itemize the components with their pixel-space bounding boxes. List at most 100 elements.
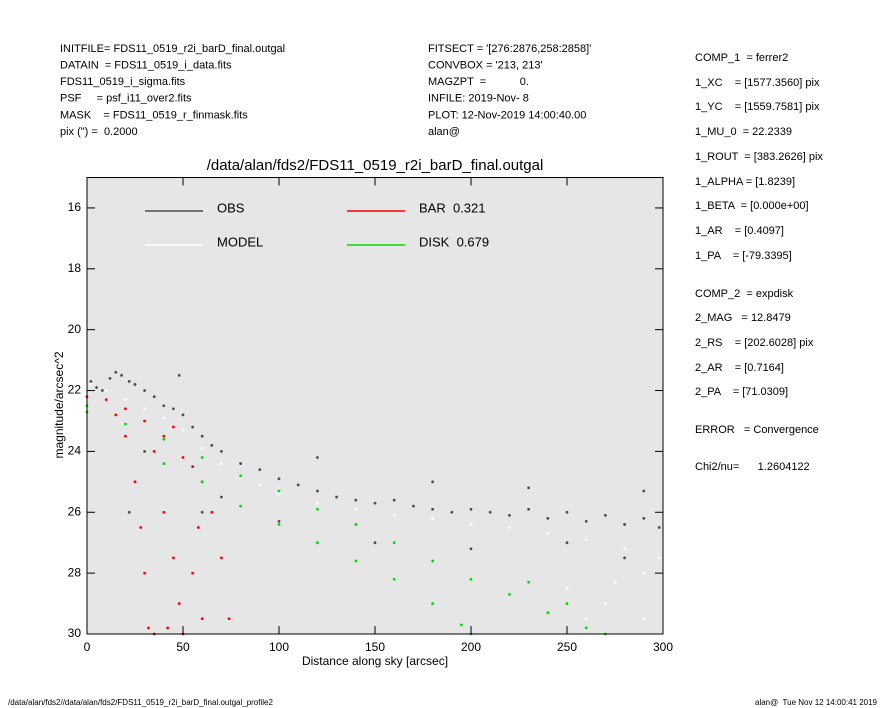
data-point (469, 577, 473, 581)
data-point (120, 373, 123, 377)
data-point (431, 480, 434, 484)
data-point (431, 602, 434, 605)
data-point (191, 571, 195, 575)
data-point (316, 541, 319, 545)
data-point (623, 523, 626, 526)
data-point (162, 404, 166, 408)
x-axis-label: Distance along sky [arcsec] (302, 654, 448, 668)
data-point (210, 510, 214, 514)
y-tick-label: 24 (68, 444, 82, 458)
header-line: FDS11_0519_i_sigma.fits (60, 76, 186, 88)
data-point (450, 510, 454, 514)
data-point (546, 532, 550, 535)
data-point (431, 559, 434, 563)
data-point (200, 446, 204, 450)
y-tick-label: 28 (68, 565, 82, 579)
parameter-line: 1_MU_0 = 22.2339 (695, 126, 792, 138)
data-point (392, 577, 396, 581)
data-point (527, 507, 530, 511)
data-point (227, 617, 231, 621)
data-point (220, 495, 223, 499)
data-point (354, 523, 358, 526)
header-line: PSF = psf_i11_over2.fits (60, 93, 192, 105)
header-line: alan@ (428, 126, 460, 138)
data-point (139, 526, 143, 529)
parameter-line: 2_AR = [0.7164] (695, 362, 784, 374)
data-point (546, 516, 550, 520)
x-tick-label: 150 (365, 640, 385, 654)
data-point (508, 593, 511, 596)
data-point (258, 483, 262, 487)
data-point (584, 538, 588, 542)
x-tick-label: 0 (84, 640, 91, 654)
data-point (316, 501, 319, 505)
data-point (89, 380, 93, 383)
data-point (642, 617, 646, 621)
data-point (200, 480, 204, 484)
data-point (127, 510, 131, 514)
header-line: CONVBOX = '213, 213' (428, 60, 543, 72)
data-point (114, 413, 118, 417)
data-point (124, 434, 127, 438)
y-tick-label: 18 (68, 261, 82, 275)
data-point (469, 507, 473, 511)
data-point (508, 526, 511, 529)
data-point (127, 380, 131, 383)
data-point (431, 516, 434, 520)
parameter-line: 2_PA = [71.0309] (695, 386, 788, 398)
data-point (354, 559, 358, 563)
data-point (431, 507, 434, 511)
data-point (277, 523, 281, 526)
data-point (172, 425, 175, 429)
x-tick-label: 300 (653, 640, 673, 654)
data-point (623, 556, 626, 560)
parameter-line: 1_XC = [1577.3560] pix (695, 77, 820, 89)
data-point (373, 541, 377, 545)
header-line: INITFILE= FDS11_0519_r2i_barD_final.outg… (60, 43, 285, 55)
legend-label: DISK 0.679 (419, 234, 489, 249)
y-tick-label: 30 (68, 626, 82, 640)
data-point (392, 498, 396, 502)
data-point (220, 450, 223, 453)
x-tick-label: 250 (557, 640, 577, 654)
data-point (133, 383, 137, 386)
data-point (277, 519, 281, 523)
data-point (239, 504, 243, 508)
parameter-line: 1_ALPHA = [1.8239] (695, 176, 795, 188)
data-point (335, 495, 338, 499)
data-point (316, 456, 319, 459)
data-point (200, 456, 204, 459)
data-point (239, 474, 243, 478)
parameter-line: 1_AR = [0.4097] (695, 225, 784, 237)
data-point (565, 586, 569, 590)
data-point (277, 489, 281, 493)
data-point (152, 450, 156, 453)
data-point (392, 541, 396, 545)
data-point (177, 373, 181, 377)
data-point (316, 489, 319, 493)
y-tick-label: 16 (68, 200, 82, 214)
header-line: MAGZPT = 0. (428, 76, 529, 88)
data-point (100, 389, 104, 392)
data-point (392, 513, 396, 517)
data-point (316, 507, 319, 511)
data-point (95, 386, 98, 389)
data-point (133, 480, 137, 484)
data-point (469, 547, 473, 551)
data-point (239, 462, 243, 465)
data-point (200, 434, 204, 438)
data-point (565, 541, 569, 545)
data-point (143, 571, 147, 575)
data-point (108, 376, 112, 380)
data-point (124, 407, 127, 411)
data-point (181, 428, 185, 432)
data-point (210, 443, 214, 447)
parameter-line: 1_PA = [-79.3395] (695, 250, 792, 262)
data-point (104, 398, 108, 402)
data-point (527, 580, 530, 584)
data-point (220, 556, 223, 560)
data-point (200, 510, 204, 514)
data-point (191, 425, 195, 429)
y-tick-label: 20 (68, 322, 82, 336)
